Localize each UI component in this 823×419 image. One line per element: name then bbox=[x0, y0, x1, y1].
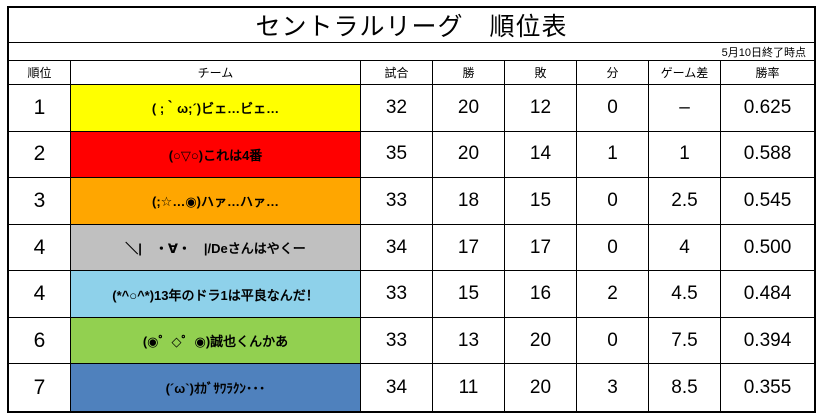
draws-cell: 0 bbox=[577, 317, 649, 365]
table-body: 1 ( ;｀ω;´)ビェ…ビェ… 32 20 12 0 – 0.625 2 (○… bbox=[9, 85, 814, 412]
draws-cell: 0 bbox=[577, 178, 649, 225]
rank-cell: 4 bbox=[9, 271, 71, 318]
draws-cell: 1 bbox=[577, 131, 649, 179]
table-row: 6 (◉゜◇゜◉)誠也くんかあ 33 13 20 0 7.5 0.394 bbox=[9, 317, 814, 365]
games-behind-cell: 8.5 bbox=[649, 364, 721, 412]
losses-cell: 20 bbox=[505, 317, 577, 365]
win-pct-cell: 0.355 bbox=[743, 376, 792, 398]
table-row: 4 ＼| ・∀・ |/Deさんはやくー 34 17 17 0 4 0.500 bbox=[9, 224, 814, 272]
table-row: 1 ( ;｀ω;´)ビェ…ビェ… 32 20 12 0 – 0.625 bbox=[9, 85, 814, 132]
rank-cell: 6 bbox=[9, 317, 71, 365]
wins-cell: 15 bbox=[433, 271, 505, 318]
games-cell: 32 bbox=[361, 85, 433, 132]
losses-cell: 15 bbox=[505, 178, 577, 225]
wins-cell: 11 bbox=[433, 364, 505, 412]
team-cell: (´ω`)ｵｶﾞｻﾜﾗｸﾝ･･･ bbox=[71, 364, 361, 412]
rank-cell: 2 bbox=[9, 131, 71, 179]
losses-cell: 14 bbox=[505, 131, 577, 179]
win-pct-cell: 0.545 bbox=[721, 178, 814, 225]
games-cell: 34 bbox=[361, 364, 433, 412]
draws-cell: 0 bbox=[577, 85, 649, 132]
win-pct-cell: 0.484 bbox=[721, 271, 814, 318]
rank-cell: 7 bbox=[9, 364, 71, 412]
col-header-gb: ゲーム差 bbox=[649, 61, 721, 85]
team-cell: ＼| ・∀・ |/Deさんはやくー bbox=[71, 224, 361, 272]
games-behind-cell: 2.5 bbox=[649, 178, 721, 225]
wins-cell: 20 bbox=[433, 131, 505, 179]
win-pct-cell: 0.588 bbox=[721, 132, 814, 179]
table-row: 3 (;☆…◉)ハァ…ハァ… 33 18 15 0 2.5 0.545 bbox=[9, 178, 814, 225]
col-header-team: チーム bbox=[71, 61, 361, 85]
team-cell: ( ;｀ω;´)ビェ…ビェ… bbox=[71, 85, 361, 132]
losses-cell: 16 bbox=[505, 271, 577, 318]
title-band: セントラルリーグ 順位表 bbox=[9, 8, 814, 43]
games-behind-cell: 4.5 bbox=[649, 271, 721, 318]
games-cell: 35 bbox=[361, 131, 433, 179]
col-header-games: 試合 bbox=[361, 61, 433, 85]
rank-cell: 1 bbox=[9, 85, 71, 132]
losses-cell: 20 bbox=[505, 364, 577, 412]
wins-cell: 18 bbox=[433, 178, 505, 225]
table-row: 2 (○▽○)これは4番 35 20 14 1 1 0.588 bbox=[9, 131, 814, 179]
draws-cell: 0 bbox=[577, 224, 649, 272]
team-cell: (◉゜◇゜◉)誠也くんかあ bbox=[71, 317, 361, 365]
team-cell: (*^○^*)13年のドラ1は平良なんだ！ bbox=[71, 271, 361, 318]
team-cell: (○▽○)これは4番 bbox=[71, 131, 361, 179]
subtitle-band: 5月10日終了時点 bbox=[9, 43, 814, 61]
table-header-row: 順位 チーム 試合 勝 敗 分 ゲーム差 勝率 bbox=[9, 61, 814, 85]
rank-cell: 4 bbox=[9, 224, 71, 272]
rank-cell: 3 bbox=[9, 178, 71, 225]
wins-cell: 20 bbox=[433, 85, 505, 132]
win-pct-cell: 0.394 bbox=[721, 318, 814, 365]
games-cell: 33 bbox=[361, 317, 433, 365]
games-behind-cell: 7.5 bbox=[649, 317, 721, 365]
standings-table-frame: セントラルリーグ 順位表 5月10日終了時点 順位 チーム 試合 勝 敗 分 ゲ… bbox=[7, 6, 816, 413]
games-cell: 34 bbox=[361, 224, 433, 272]
table-row: 7 (´ω`)ｵｶﾞｻﾜﾗｸﾝ･･･ 34 11 20 3 8.5 0.355 bbox=[9, 364, 814, 412]
team-cell: (;☆…◉)ハァ…ハァ… bbox=[71, 178, 361, 225]
games-cell: 33 bbox=[361, 178, 433, 225]
col-header-rank: 順位 bbox=[9, 61, 71, 85]
games-cell: 33 bbox=[361, 271, 433, 318]
win-pct-cell: 0.625 bbox=[721, 85, 814, 132]
as-of-date: 5月10日終了時点 bbox=[721, 46, 806, 59]
page-title: セントラルリーグ 順位表 bbox=[255, 13, 568, 41]
games-behind-cell: – bbox=[649, 85, 721, 132]
wins-cell: 17 bbox=[433, 224, 505, 272]
games-behind-cell: 1 bbox=[649, 131, 721, 179]
win-pct-cell: 0.500 bbox=[721, 225, 814, 272]
losses-cell: 17 bbox=[505, 224, 577, 272]
col-header-wins: 勝 bbox=[433, 61, 505, 85]
col-header-pct: 勝率 bbox=[721, 61, 814, 85]
col-header-losses: 敗 bbox=[505, 61, 577, 85]
col-header-draws: 分 bbox=[577, 61, 649, 85]
losses-cell: 12 bbox=[505, 85, 577, 132]
draws-cell: 2 bbox=[577, 271, 649, 318]
wins-cell: 13 bbox=[433, 317, 505, 365]
draws-cell: 3 bbox=[577, 364, 649, 412]
table-row: 4 (*^○^*)13年のドラ1は平良なんだ！ 33 15 16 2 4.5 0… bbox=[9, 271, 814, 318]
games-behind-cell: 4 bbox=[649, 224, 721, 272]
